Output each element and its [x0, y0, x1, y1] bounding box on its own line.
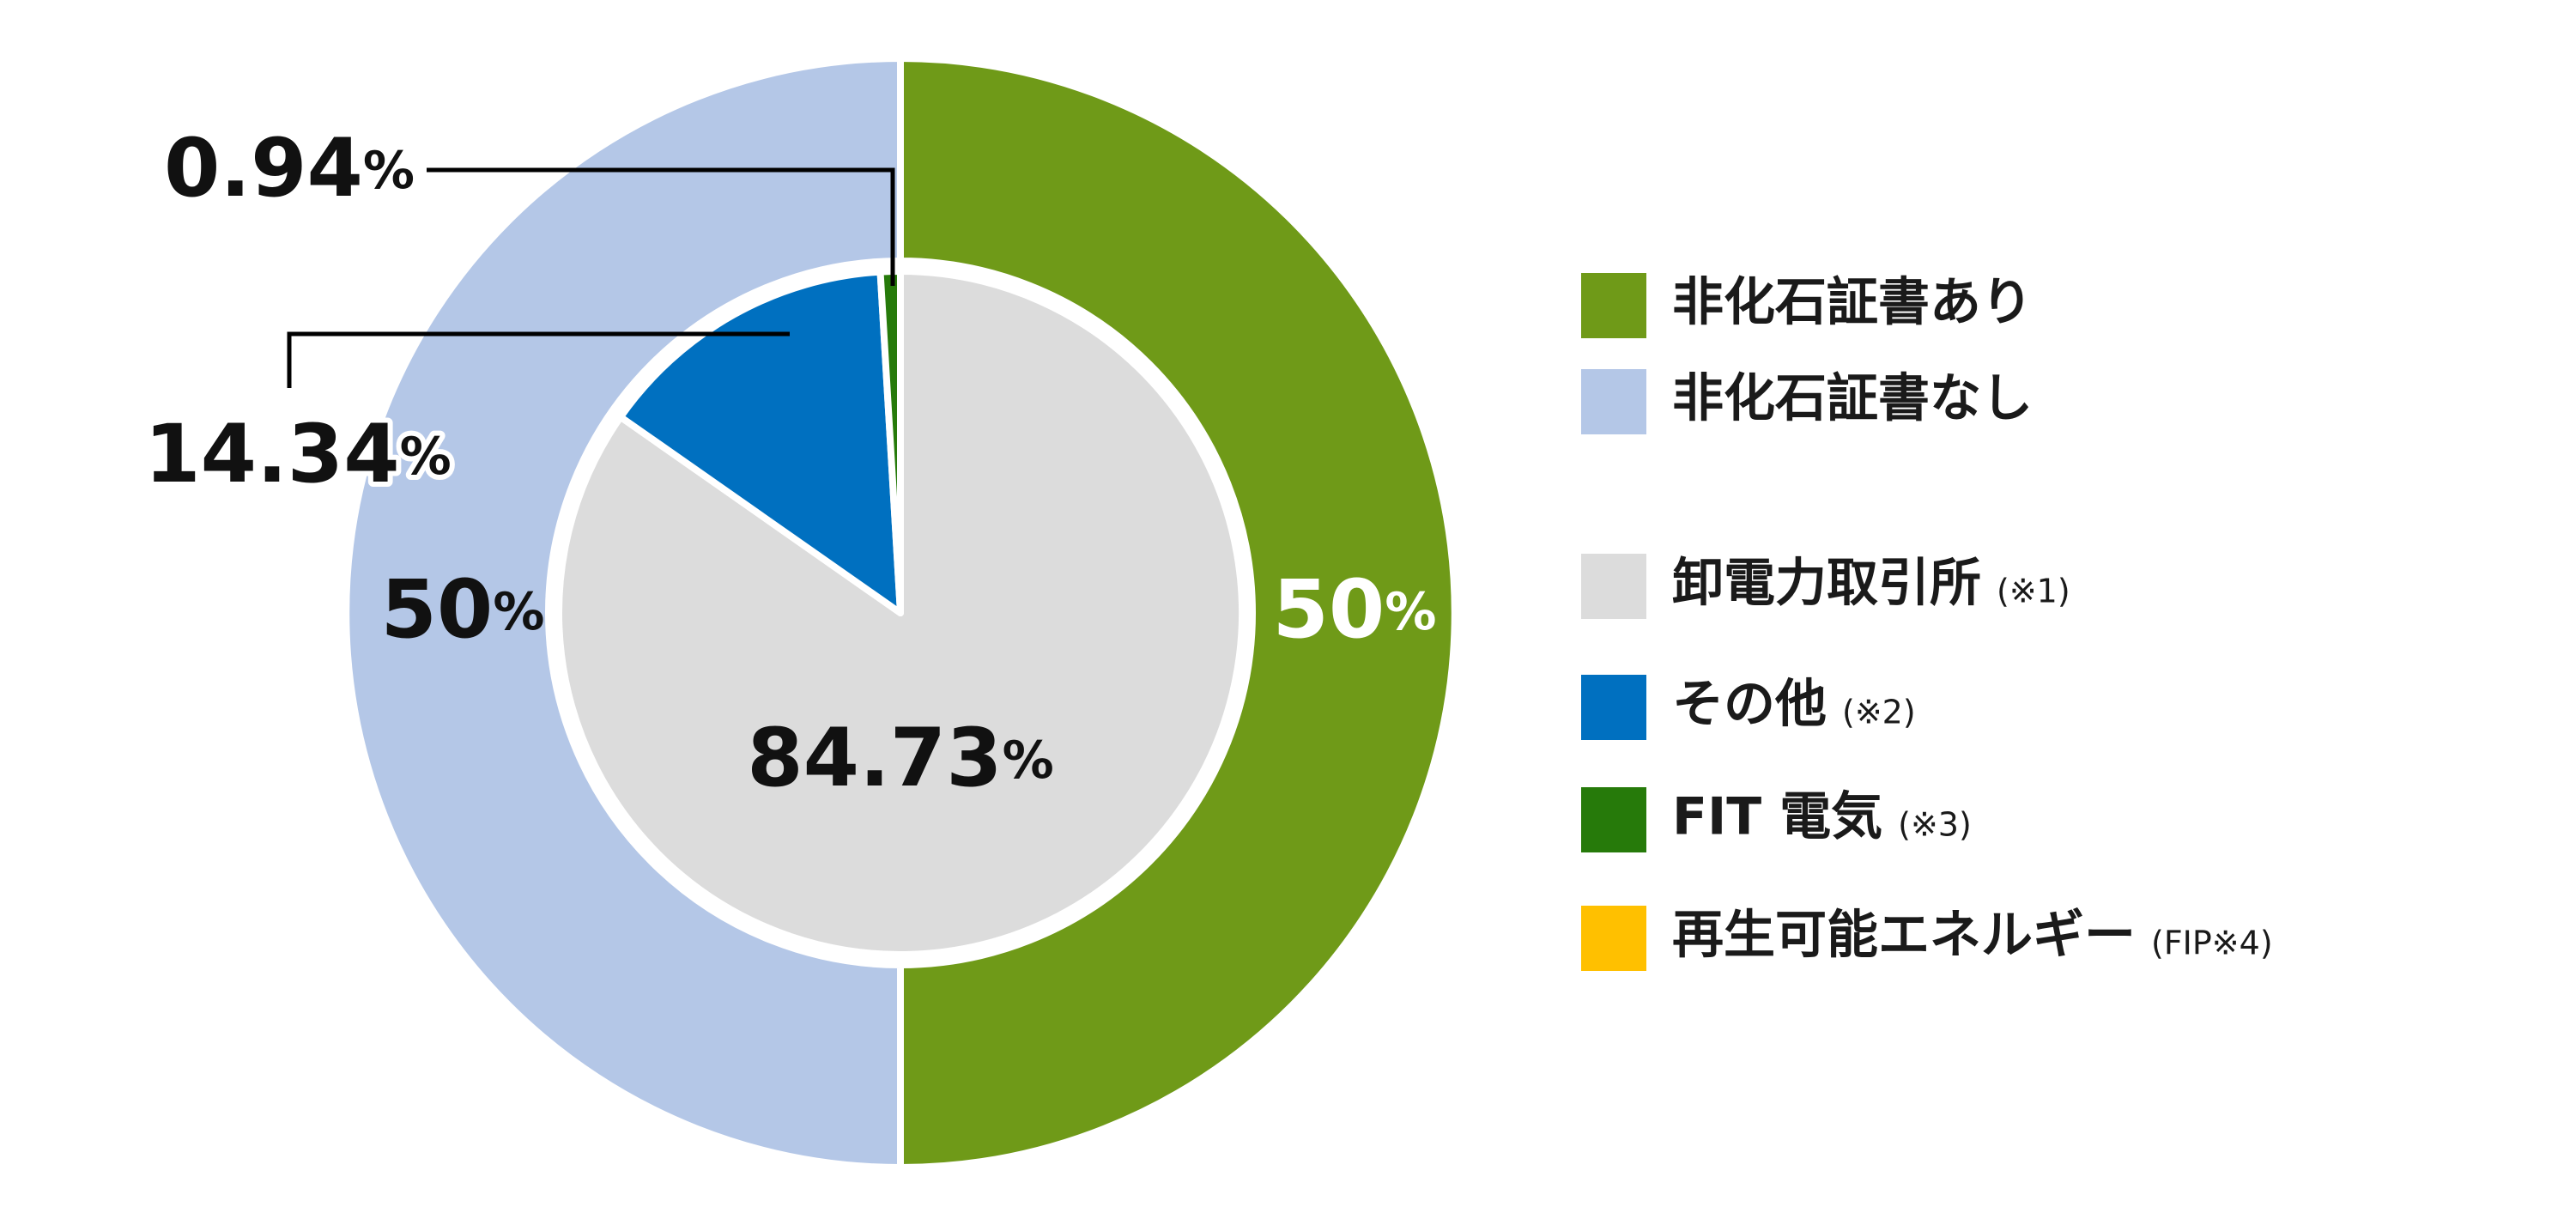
legend-label: 卸電力取引所 [1672, 554, 1981, 614]
legend-label: 非化石証書なし [1672, 369, 2033, 429]
pie-slice [616, 268, 904, 616]
data-label: 84.73% [747, 712, 1053, 805]
legend-swatch [1581, 554, 1646, 619]
leader-line [287, 331, 790, 388]
legend-label: 非化石証書あり [1672, 273, 2033, 333]
legend-swatch [1581, 369, 1646, 434]
legend-swatch [1581, 906, 1646, 971]
data-label: 0.94% [164, 122, 415, 215]
data-label: 50% [1273, 563, 1437, 657]
legend-swatch [1581, 787, 1646, 852]
leader-line [427, 167, 895, 286]
legend-note: (※1) [1997, 573, 2070, 610]
legend-note: (※3) [1898, 806, 1972, 844]
legend-label: 再生可能エネルギー [1672, 906, 2136, 966]
legend-note: (※2) [1842, 694, 1916, 731]
legend-swatch [1581, 273, 1646, 338]
data-label: 14.34% [144, 408, 451, 501]
legend-label: その他 [1672, 675, 1827, 735]
legend-note: (FIP※4) [2151, 925, 2273, 962]
legend-swatch [1581, 675, 1646, 740]
legend-label: FIT 電気 [1672, 787, 1882, 847]
pie-slice [897, 55, 1458, 1171]
data-label: 50% [381, 563, 545, 657]
